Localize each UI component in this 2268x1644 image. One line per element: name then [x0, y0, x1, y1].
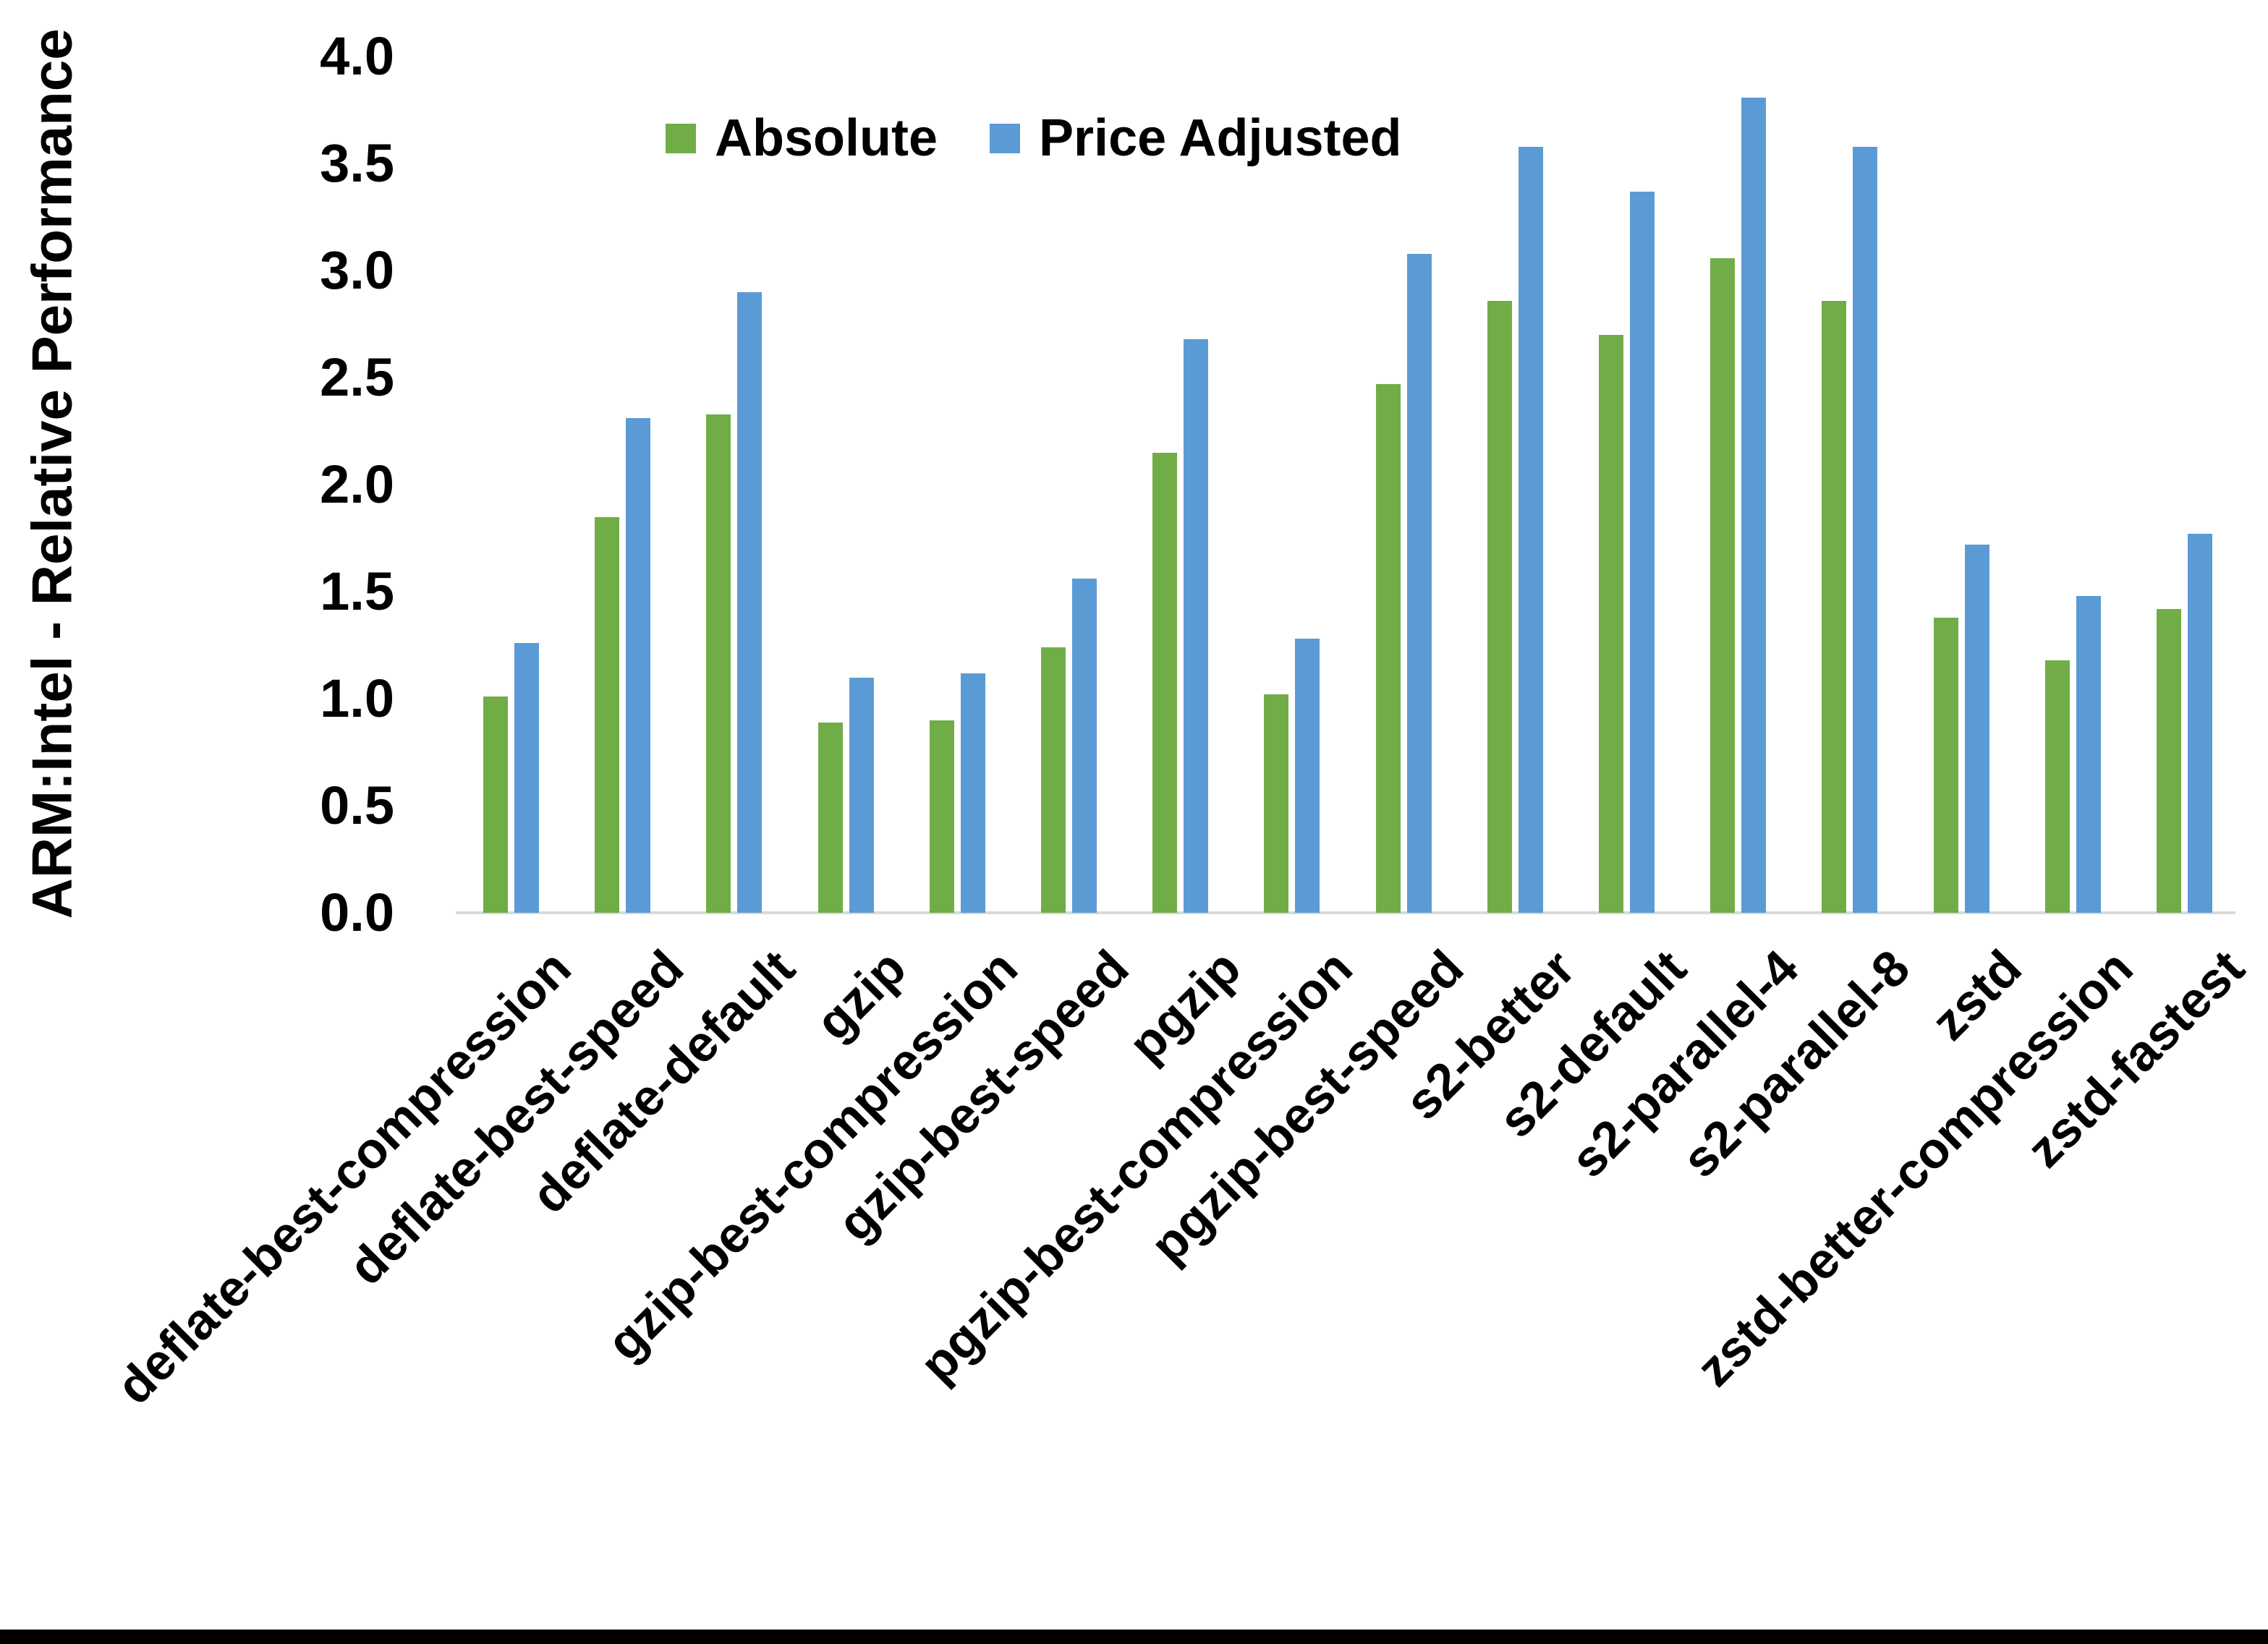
- bar-absolute-zstd: [1934, 618, 1958, 913]
- bar-absolute-pgzip-best-compression: [1264, 694, 1288, 913]
- y-tick-label-1.5: 1.5: [320, 561, 394, 622]
- y-tick-label-1.0: 1.0: [320, 668, 394, 729]
- legend: Absolute Price Adjusted: [666, 108, 1401, 168]
- y-tick-label-2.5: 2.5: [320, 347, 394, 408]
- legend-label-absolute: Absolute: [715, 109, 938, 167]
- bar-price-adjusted-s2-better: [1519, 147, 1543, 913]
- bar-price-adjusted-deflate-default: [737, 292, 762, 913]
- bar-price-adjusted-zstd-fastest: [2188, 534, 2212, 913]
- bar-absolute-s2-parallel-8: [1822, 301, 1846, 913]
- bar-price-adjusted-zstd-better-compression: [2076, 596, 2101, 913]
- bar-absolute-pgzip-best-speed: [1376, 384, 1401, 913]
- y-tick-label-3.0: 3.0: [320, 240, 394, 301]
- bar-price-adjusted-gzip-best-compression: [961, 673, 985, 913]
- y-tick-label-0.5: 0.5: [320, 775, 394, 836]
- bar-absolute-gzip-best-speed: [1041, 647, 1066, 913]
- bar-absolute-pgzip: [1152, 453, 1177, 913]
- bar-absolute-gzip-best-compression: [930, 720, 954, 913]
- legend-item-absolute: Absolute: [666, 108, 938, 168]
- y-tick-label-3.5: 3.5: [320, 133, 394, 194]
- bar-price-adjusted-gzip-best-speed: [1072, 579, 1097, 913]
- bar-absolute-zstd-fastest: [2157, 609, 2181, 913]
- bar-price-adjusted-pgzip: [1184, 339, 1208, 913]
- legend-item-price-adjusted: Price Adjusted: [990, 108, 1401, 168]
- bar-absolute-deflate-default: [706, 414, 731, 913]
- y-tick-label-4.0: 4.0: [320, 26, 394, 87]
- bar-absolute-zstd-better-compression: [2045, 660, 2070, 913]
- bar-price-adjusted-s2-parallel-4: [1741, 98, 1766, 913]
- legend-label-price-adjusted: Price Adjusted: [1039, 109, 1402, 167]
- bar-absolute-s2-better: [1487, 301, 1512, 913]
- bar-price-adjusted-pgzip-best-compression: [1295, 639, 1320, 913]
- bottom-border-line: [0, 1630, 2268, 1644]
- bar-price-adjusted-pgzip-best-speed: [1407, 254, 1432, 913]
- bar-absolute-s2-default: [1599, 335, 1623, 913]
- bar-price-adjusted-gzip: [849, 678, 874, 913]
- bar-price-adjusted-zstd: [1965, 545, 1989, 913]
- legend-swatch-absolute: [666, 123, 696, 153]
- legend-swatch-price-adjusted: [990, 123, 1021, 153]
- y-axis-title: ARM:Intel - Relative Performance: [20, 28, 84, 919]
- bar-price-adjusted-s2-default: [1630, 192, 1655, 913]
- bar-absolute-deflate-best-compression: [483, 697, 508, 913]
- y-tick-label-0.0: 0.0: [320, 882, 394, 942]
- x-label-deflate-best-compression: deflate-best-compression: [106, 939, 582, 1415]
- x-axis-line: [456, 911, 2235, 914]
- bar-absolute-s2-parallel-4: [1710, 258, 1735, 913]
- bar-absolute-deflate-best-speed: [595, 517, 619, 913]
- bar-price-adjusted-s2-parallel-8: [1853, 147, 1877, 913]
- bar-absolute-gzip: [818, 723, 843, 913]
- bar-price-adjusted-deflate-best-compression: [514, 643, 539, 913]
- bar-price-adjusted-deflate-best-speed: [626, 418, 650, 913]
- y-tick-label-2.0: 2.0: [320, 454, 394, 515]
